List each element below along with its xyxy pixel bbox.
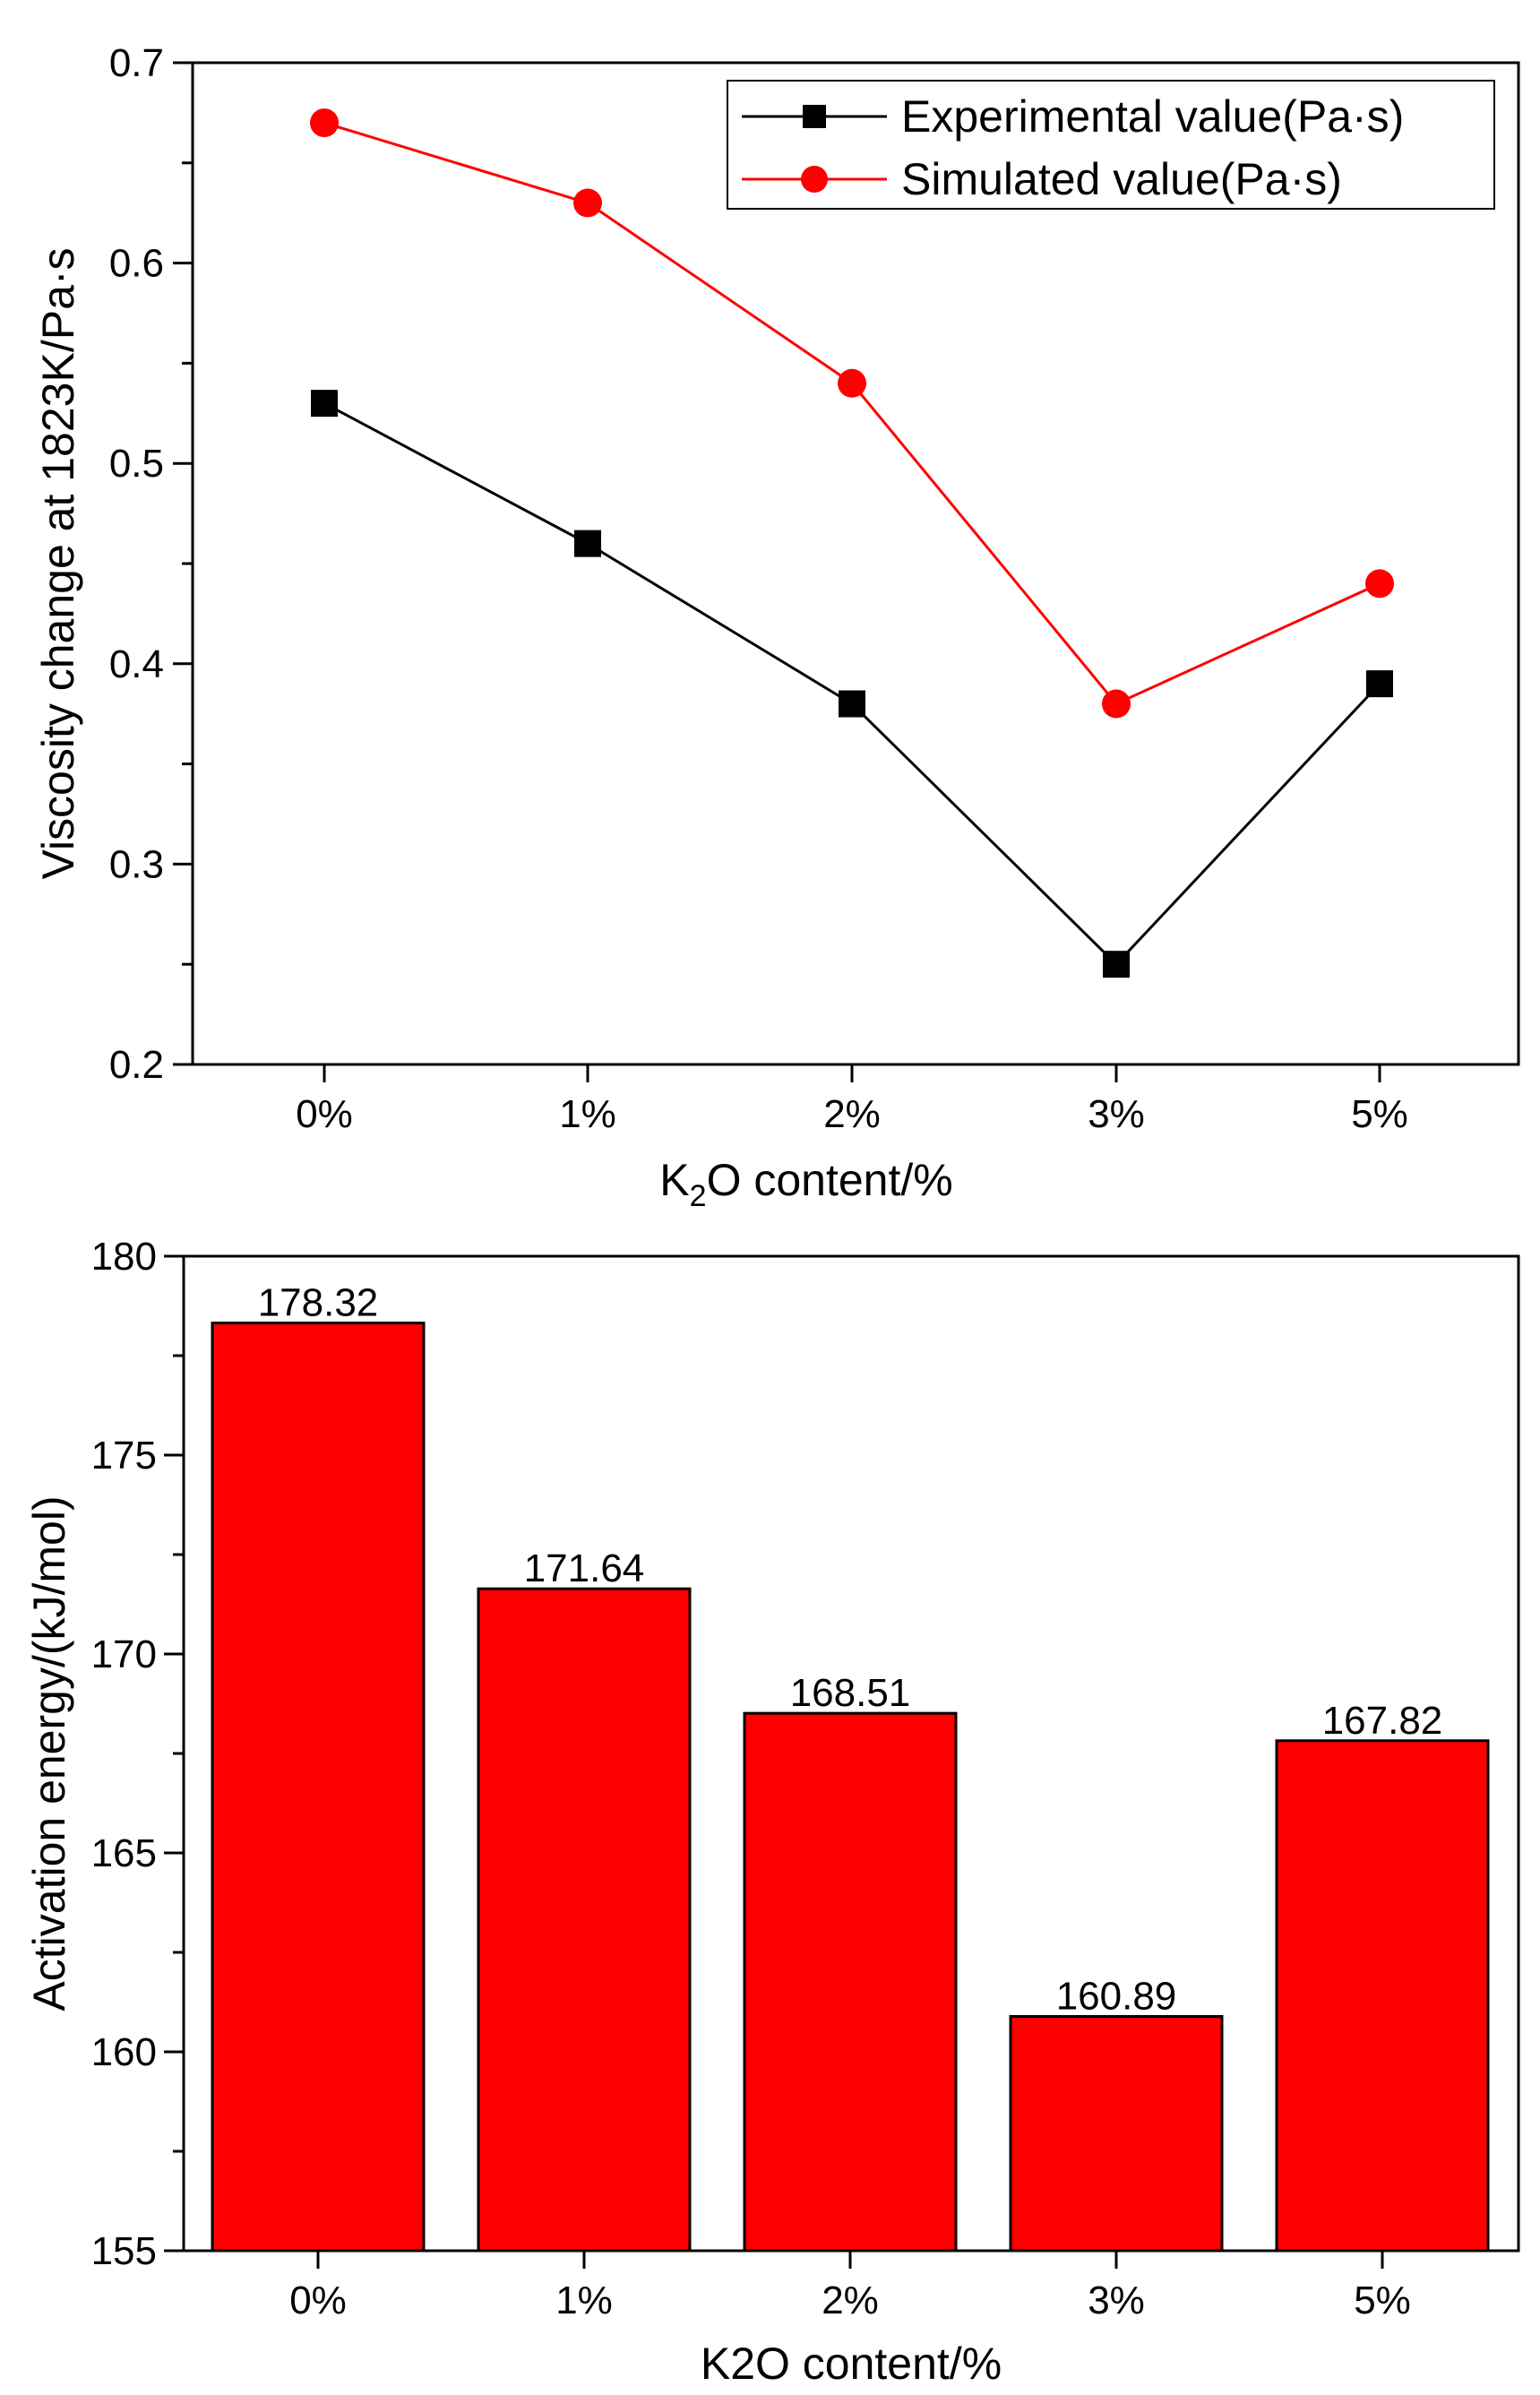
legend-marker-experimental-icon [803, 105, 826, 128]
x-tick-label: 5% [1351, 1092, 1408, 1136]
x-tick-label: 0% [289, 2279, 347, 2322]
legend: Experimental value(Pa·s) Simulated value… [727, 80, 1495, 210]
bar-chart-x-ticks: 0% 1% 2% 3% 5% [289, 2251, 1411, 2322]
y-tick-label: 0.2 [109, 1043, 164, 1087]
data-point-simulated [838, 368, 866, 398]
x-title-rest: O content/% [707, 1155, 953, 1205]
data-point-simulated [573, 188, 602, 218]
y-tick-label: 160 [91, 2030, 157, 2074]
x-tick-label: 2% [823, 1092, 881, 1136]
bar [1275, 1739, 1490, 2253]
y-tick-label: 0.3 [109, 842, 164, 886]
bar-value-label: 168.51 [790, 1671, 911, 1715]
legend-label-simulated: Simulated value(Pa·s) [901, 154, 1342, 204]
data-point-experimental [1366, 670, 1393, 698]
x-tick-label: 1% [555, 2279, 613, 2322]
line-chart-plot-frame [191, 61, 1520, 1066]
y-tick-label: 165 [91, 1831, 157, 1875]
data-point-experimental [839, 690, 865, 718]
data-point-simulated [310, 108, 339, 138]
x-title-k: K [659, 1155, 689, 1205]
y-tick-label: 0.7 [109, 41, 164, 85]
bar [743, 1711, 958, 2253]
line-chart-x-axis-title: K2O content/% [659, 1155, 952, 1213]
line-chart-y-axis-title: Viscosity change at 1823K/Pa·s [33, 247, 83, 879]
x-tick-label: 2% [822, 2279, 879, 2322]
legend-box [727, 80, 1495, 210]
line-chart: 0.2 0.3 0.4 0.5 0.6 0.7 0% 1% 2% 3% 5% Experiment… [33, 41, 1520, 1213]
series-line-simulated [323, 121, 1381, 706]
line-chart-x-ticks: 0% 1% 2% 3% 5% [296, 1064, 1408, 1136]
series-line-experimental [323, 401, 1381, 967]
bar [477, 1587, 692, 2253]
x-tick-label: 0% [296, 1092, 353, 1136]
y-tick-label: 0.6 [109, 242, 164, 286]
y-tick-label: 180 [91, 1235, 157, 1279]
legend-marker-simulated-icon [801, 166, 828, 193]
x-title-subscript: 2 [690, 1179, 707, 1213]
bar-value-label: 167.82 [1322, 1699, 1443, 1743]
bar-chart-y-axis-title: Activation energy/(kJ/mol) [24, 1495, 74, 2011]
bar-value-label: 171.64 [524, 1546, 645, 1590]
data-point-experimental [574, 530, 601, 557]
bar-value-label: 178.32 [258, 1281, 379, 1325]
data-point-simulated [1365, 569, 1394, 599]
y-tick-label: 155 [91, 2229, 157, 2273]
y-tick-label: 0.4 [109, 642, 164, 686]
bar [211, 1322, 426, 2253]
bar-value-label: 160.89 [1056, 1974, 1177, 2018]
line-chart-y-ticks: 0.2 0.3 0.4 0.5 0.6 0.7 [109, 41, 193, 1087]
bar-chart-y-ticks: 155 160 165 170 175 180 [91, 1235, 184, 2273]
bar-chart-bars: 178.32 171.64 168.51 160.89 167.82 [211, 1281, 1490, 2253]
bar [1009, 2014, 1224, 2253]
x-tick-label: 3% [1088, 1092, 1145, 1136]
x-tick-label: 3% [1088, 2279, 1145, 2322]
bar-chart: 178.32 171.64 168.51 160.89 167.82 155 160 165… [24, 1235, 1520, 2389]
line-chart-series [310, 108, 1394, 978]
data-point-simulated [1102, 689, 1131, 719]
y-tick-label: 175 [91, 1434, 157, 1477]
data-point-experimental [1103, 951, 1130, 978]
legend-label-experimental: Experimental value(Pa·s) [901, 91, 1404, 142]
y-tick-label: 170 [91, 1633, 157, 1676]
bar-chart-x-axis-title: K2O content/% [701, 2339, 1002, 2389]
x-tick-label: 5% [1354, 2279, 1411, 2322]
x-tick-label: 1% [559, 1092, 616, 1136]
y-tick-label: 0.5 [109, 442, 164, 486]
data-point-experimental [311, 390, 338, 418]
